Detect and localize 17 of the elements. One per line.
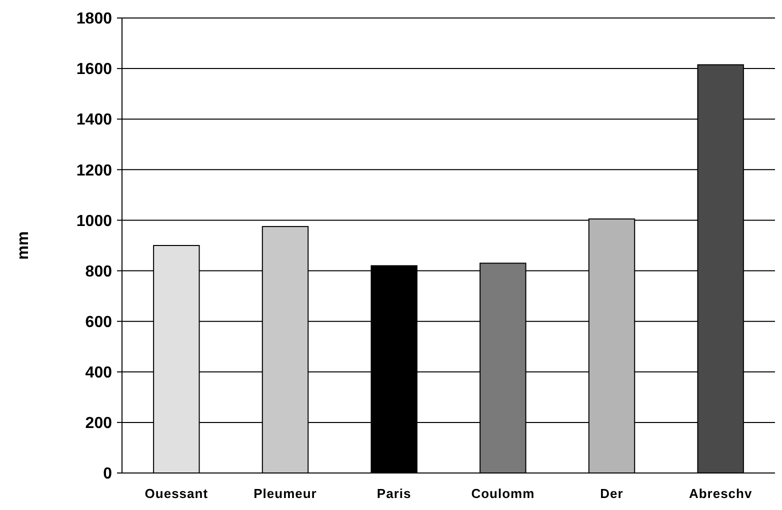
y-tick-label: 0 xyxy=(103,466,112,483)
y-tick-label: 1200 xyxy=(76,162,112,180)
y-tick-label: 1800 xyxy=(76,10,112,28)
x-tick-label: Abreschv xyxy=(688,486,752,501)
y-tick-label: 800 xyxy=(85,263,112,280)
x-tick-label: Coulomm xyxy=(471,486,535,501)
x-tick-label: Der xyxy=(600,486,624,501)
y-tick-label: 1600 xyxy=(76,61,112,78)
x-tick-label: Paris xyxy=(376,486,412,501)
y-tick-label: 400 xyxy=(85,364,112,382)
y-axis-title: mm xyxy=(15,231,32,260)
y-tick-label: 1000 xyxy=(76,212,112,230)
x-tick-label: Ouessant xyxy=(144,486,208,501)
x-tick-label: Pleumeur xyxy=(254,486,317,501)
y-tick-label: 600 xyxy=(85,314,112,331)
y-tick-label: 1400 xyxy=(76,112,112,129)
y-tick-label: 200 xyxy=(85,415,112,432)
